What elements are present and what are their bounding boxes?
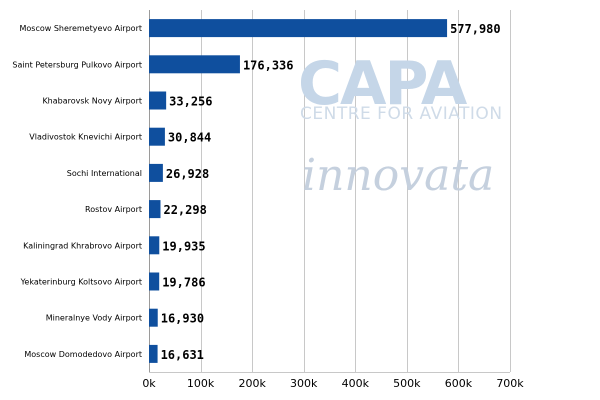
bar: [149, 19, 448, 38]
category-label: Vladivostok Knevichi Airport: [29, 133, 142, 142]
data-label: 22,298: [163, 203, 206, 217]
category-label: Moscow Domodedovo Airport: [24, 350, 142, 359]
data-label: 577,980: [450, 22, 501, 36]
bar: [149, 163, 163, 182]
data-label: 16,631: [161, 348, 204, 362]
data-label: 33,256: [169, 95, 212, 109]
x-tick-label: 400k: [342, 377, 370, 390]
bar: [149, 200, 161, 219]
bar: [149, 55, 240, 74]
category-label: Yekaterinburg Koltsovo Airport: [20, 278, 142, 287]
bar: [149, 308, 158, 327]
category-label: Sochi International: [67, 169, 142, 178]
category-label: Saint Petersburg Pulkovo Airport: [12, 60, 142, 69]
bar: [149, 344, 158, 363]
x-tick-label: 100k: [187, 377, 215, 390]
data-label: 26,928: [166, 167, 209, 181]
category-label: Mineralnye Vody Airport: [46, 314, 142, 323]
watermark-centre: CENTRE FOR AVIATION: [300, 104, 503, 124]
bar: [149, 91, 167, 110]
data-label: 176,336: [243, 58, 294, 72]
data-labels: 577,980 176,336 33,256 30,844 26,928 22,298 19…: [161, 22, 501, 362]
category-labels: Moscow Sheremetyevo Airport Saint Petersb…: [12, 24, 142, 359]
x-tick-label: 200k: [238, 377, 266, 390]
category-label: Rostov Airport: [85, 205, 142, 214]
x-tick-label: 0k: [142, 377, 156, 390]
x-tick-label: 600k: [445, 377, 473, 390]
bar: [149, 127, 165, 146]
data-label: 19,935: [162, 239, 205, 253]
data-label: 19,786: [162, 276, 205, 290]
bar: [149, 236, 160, 255]
category-label: Kaliningrad Khrabrovo Airport: [23, 241, 142, 250]
watermark: CAPA CENTRE FOR AVIATION innovata: [298, 49, 503, 201]
data-label: 30,844: [168, 131, 211, 145]
x-tick-label: 700k: [496, 377, 524, 390]
bar: [149, 272, 160, 291]
watermark-innovata: innovata: [302, 150, 494, 201]
category-label: Moscow Sheremetyevo Airport: [19, 24, 142, 33]
data-label: 16,930: [161, 312, 204, 326]
bars: [149, 19, 448, 363]
x-tick-label: 300k: [290, 377, 318, 390]
watermark-capa: CAPA: [298, 49, 468, 119]
category-label: Khabarovsk Novy Airport: [42, 97, 142, 106]
x-tick-label: 500k: [393, 377, 421, 390]
x-tick-labels: 0k 100k 200k 300k 400k 500k 600k 700k: [142, 377, 524, 390]
